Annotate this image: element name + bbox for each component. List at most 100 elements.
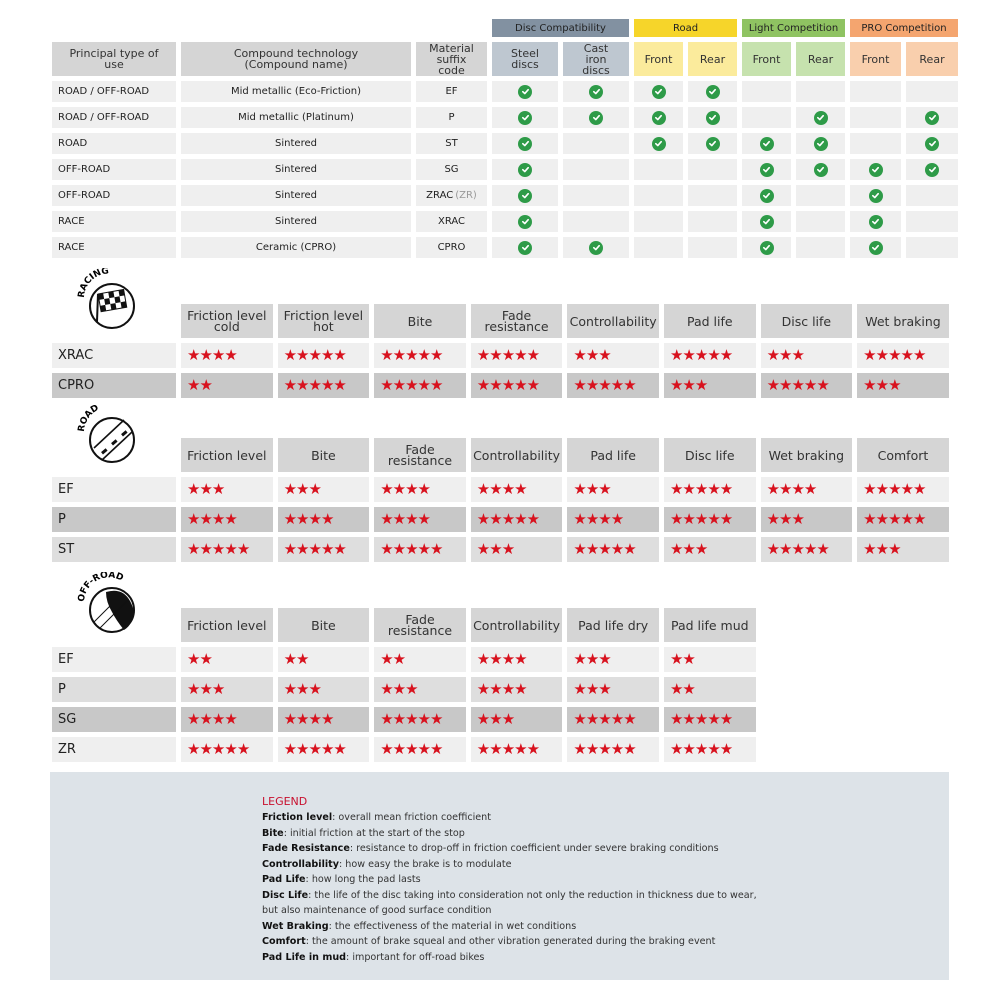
compound-cell: Sintered	[181, 185, 411, 206]
star-icon: ★	[211, 710, 225, 728]
star-icon: ★	[320, 710, 334, 728]
star-rating: ★ ★	[181, 373, 273, 398]
star-icon: ★	[283, 540, 297, 558]
star-icon: ★	[308, 540, 322, 558]
star-icon: ★	[224, 740, 237, 758]
star-icon: ★	[766, 510, 780, 528]
star-rating: ★ ★ ★	[374, 677, 466, 702]
star-icon: ★	[573, 540, 586, 558]
star-icon: ★	[888, 480, 901, 498]
check-cell	[850, 159, 901, 180]
column-header: Bite	[277, 608, 370, 642]
check-icon	[868, 240, 883, 255]
star-rating: ★ ★ ★ ★ ★	[374, 343, 466, 368]
code-text: ST	[445, 138, 458, 149]
code-text: SG	[444, 164, 459, 175]
star-rating: ★ ★ ★ ★ ★	[374, 737, 466, 762]
column-header: Controllability	[567, 304, 659, 338]
check-cell	[742, 159, 791, 180]
star-icon: ★	[417, 540, 431, 558]
check-cell	[742, 107, 791, 128]
star-rating: ★ ★ ★	[663, 373, 756, 398]
check-cell	[634, 107, 683, 128]
star-icon: ★	[224, 510, 237, 528]
check-icon	[518, 162, 532, 177]
column-header: Comfort	[857, 438, 949, 472]
star-icon: ★	[501, 540, 515, 558]
sub-column-header: Steel discs	[492, 42, 558, 76]
legend-definition: : initial friction at the start of the s…	[283, 827, 465, 839]
star-icon: ★	[476, 540, 490, 558]
star-icon: ★	[199, 710, 212, 728]
star-icon: ★	[476, 346, 490, 364]
check-cell	[634, 211, 683, 232]
star-icon: ★	[308, 510, 322, 528]
column-header: Wet braking	[857, 304, 949, 338]
star-icon: ★	[199, 740, 212, 758]
star-icon: ★	[380, 540, 393, 558]
check-cell	[906, 237, 958, 258]
sub-column-header: Rear	[688, 42, 737, 76]
star-icon: ★	[405, 376, 418, 394]
sub-column-header: Front	[634, 42, 683, 76]
star-icon: ★	[236, 740, 250, 758]
star-icon: ★	[623, 740, 636, 758]
check-cell	[742, 237, 791, 258]
star-icon: ★	[430, 540, 443, 558]
star-icon: ★	[476, 680, 490, 698]
star-icon: ★	[392, 540, 406, 558]
star-rating: ★ ★ ★ ★	[181, 507, 273, 532]
star-icon: ★	[888, 376, 901, 394]
use-cell: RACE	[52, 211, 176, 232]
star-icon: ★	[489, 376, 502, 394]
star-rating: ★ ★ ★ ★ ★	[663, 737, 756, 762]
star-icon: ★	[236, 540, 250, 558]
group-header: Road	[634, 19, 737, 37]
star-icon: ★	[296, 480, 309, 498]
star-icon: ★	[766, 540, 780, 558]
star-icon: ★	[682, 510, 695, 528]
star-icon: ★	[719, 710, 733, 728]
star-icon: ★	[514, 480, 527, 498]
star-rating: ★ ★ ★	[857, 537, 949, 562]
column-header: Bite	[277, 438, 370, 472]
star-icon: ★	[863, 540, 876, 558]
compound-cell: Sintered	[181, 133, 411, 154]
star-icon: ★	[283, 376, 297, 394]
column-header: Friction level	[181, 438, 273, 472]
star-rating: ★ ★ ★ ★ ★	[857, 477, 949, 502]
use-cell: OFF-ROAD	[52, 185, 176, 206]
star-icon: ★	[514, 650, 527, 668]
star-icon: ★	[405, 346, 418, 364]
star-icon: ★	[308, 710, 322, 728]
sub-column-header: Rear	[796, 42, 845, 76]
star-rating: ★ ★ ★ ★ ★	[277, 737, 370, 762]
check-cell	[742, 81, 791, 102]
star-icon: ★	[598, 650, 611, 668]
star-icon: ★	[598, 376, 611, 394]
star-icon: ★	[405, 540, 418, 558]
row-label: P	[52, 507, 176, 532]
compound-cell: Sintered	[181, 159, 411, 180]
star-icon: ★	[766, 376, 780, 394]
star-icon: ★	[489, 680, 502, 698]
star-icon: ★	[333, 346, 346, 364]
star-icon: ★	[694, 510, 708, 528]
star-icon: ★	[283, 510, 297, 528]
use-cell: RACE	[52, 237, 176, 258]
legend-item: Comfort: the amount of brake squeal and …	[262, 934, 757, 950]
star-icon: ★	[392, 650, 406, 668]
star-icon: ★	[598, 710, 611, 728]
legend-term: Friction level	[262, 812, 333, 823]
row-label: ST	[52, 537, 176, 562]
check-cell	[492, 237, 558, 258]
star-rating: ★ ★ ★ ★	[181, 343, 273, 368]
star-icon: ★	[791, 376, 804, 394]
legend-definition: : important for off-road bikes	[346, 951, 485, 963]
star-icon: ★	[296, 710, 309, 728]
code-note: (ZR)	[455, 190, 477, 201]
star-icon: ★	[669, 346, 683, 364]
star-icon: ★	[476, 740, 490, 758]
star-icon: ★	[224, 710, 237, 728]
legend-item: Wet Braking: the effectiveness of the ma…	[262, 919, 757, 935]
